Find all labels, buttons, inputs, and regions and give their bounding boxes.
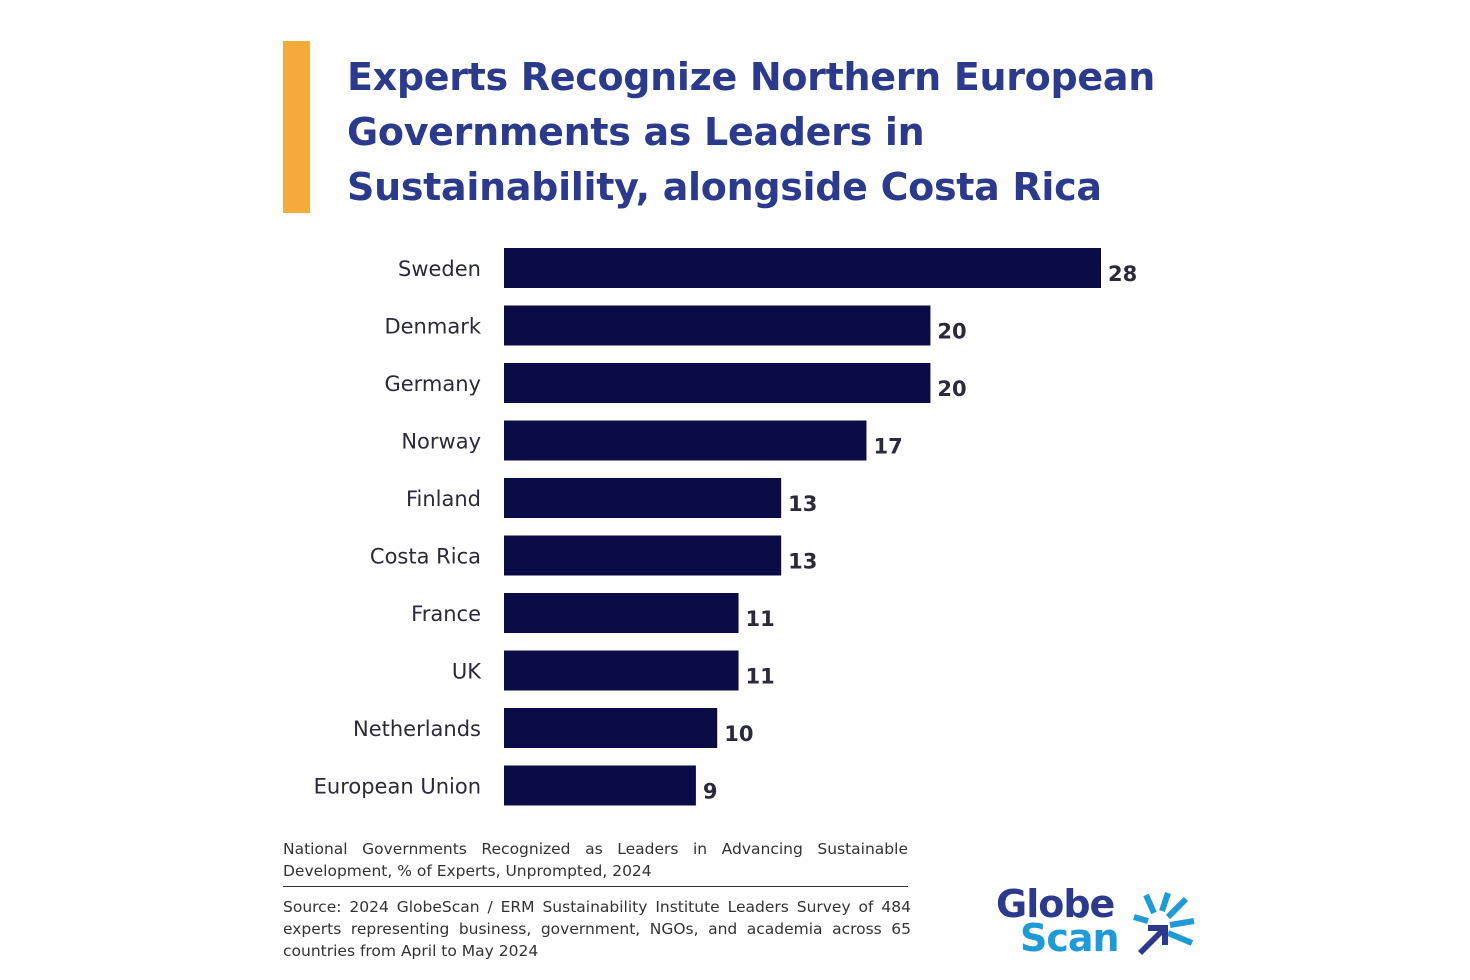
bar-norway — [504, 420, 867, 461]
value-label: 10 — [724, 722, 753, 746]
value-label: 17 — [873, 435, 902, 459]
bar-netherlands — [504, 708, 718, 748]
caption-divider — [283, 886, 908, 887]
category-label: UK — [452, 660, 482, 684]
globescan-logo: Globe Scan — [996, 883, 1206, 958]
category-label: France — [411, 602, 481, 626]
globescan-burst-icon — [1133, 892, 1195, 955]
chart-title: Experts Recognize Northern European Gove… — [347, 55, 1155, 209]
bar-germany — [504, 363, 931, 403]
category-label: Germany — [384, 372, 481, 396]
value-label: 11 — [746, 607, 775, 631]
value-label: 20 — [937, 320, 966, 344]
category-label: European Union — [314, 775, 481, 799]
bar-costa-rica — [504, 535, 782, 576]
source-note: Source: 2024 GlobeScan / ERM Sustainabil… — [283, 898, 911, 960]
category-label: Costa Rica — [370, 545, 481, 569]
category-label: Sweden — [398, 257, 481, 281]
title-accent-bar — [283, 41, 310, 213]
bar-finland — [504, 478, 782, 518]
value-label: 9 — [703, 780, 718, 804]
logo-text-globe: Globe — [996, 882, 1115, 926]
category-label: Denmark — [384, 315, 481, 339]
bar-european-union — [504, 765, 696, 806]
chart-caption: National Governments Recognized as Leade… — [283, 840, 908, 880]
value-label: 20 — [937, 377, 966, 401]
bar-denmark — [504, 305, 931, 346]
bar-sweden — [504, 248, 1101, 288]
value-label: 11 — [746, 665, 775, 689]
category-label: Netherlands — [353, 717, 481, 741]
value-label: 13 — [788, 492, 817, 516]
logo-text-scan: Scan — [1020, 916, 1120, 960]
value-label: 28 — [1108, 262, 1137, 286]
bar-uk — [504, 650, 739, 691]
category-label: Finland — [406, 487, 481, 511]
bar-france — [504, 593, 739, 633]
category-label: Norway — [401, 430, 481, 454]
value-label: 13 — [788, 550, 817, 574]
